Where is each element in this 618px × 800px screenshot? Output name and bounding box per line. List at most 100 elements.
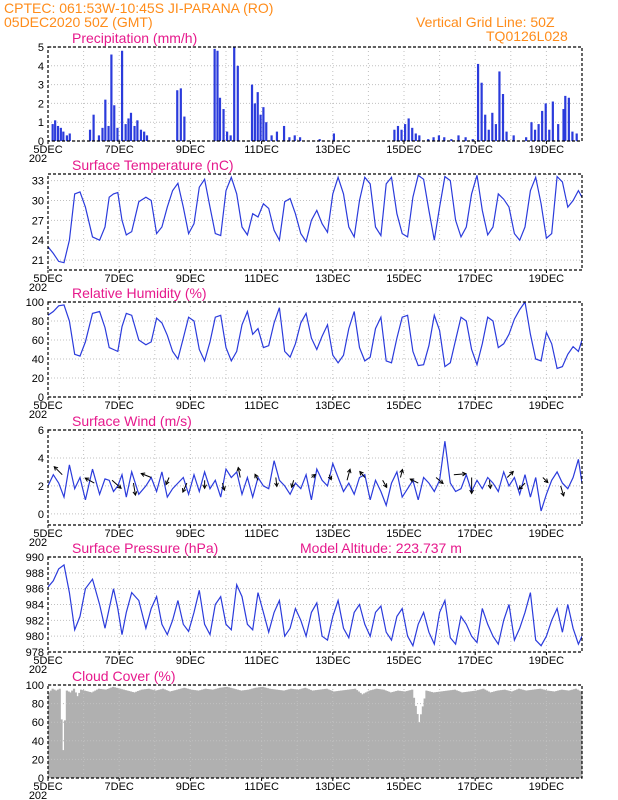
rh-series-line xyxy=(48,302,582,370)
x-tick-label: 15DEC xyxy=(386,144,422,156)
press-series-line xyxy=(48,563,582,648)
cloud-bar xyxy=(147,688,150,778)
wind-arrow xyxy=(435,477,444,485)
cloud-bar xyxy=(297,689,300,778)
cloud-bar xyxy=(154,690,157,778)
cloud-bar xyxy=(169,691,172,778)
x-tick-label: 9DEC xyxy=(176,273,205,285)
cloud-bar xyxy=(526,690,529,778)
cloud-bar xyxy=(104,689,108,778)
cloud-bar xyxy=(160,689,163,778)
cloud-bar xyxy=(503,689,506,778)
cloud-bar xyxy=(96,689,99,778)
panel-title-precip: Precipitation (mm/h) xyxy=(72,30,197,46)
cloud-bar xyxy=(464,691,467,778)
precip-bar xyxy=(427,139,430,141)
cloud-bar xyxy=(377,688,380,778)
cloud-bar xyxy=(541,689,544,778)
cloud-bar xyxy=(448,690,451,778)
cloud-bar xyxy=(129,691,133,778)
x-tick-label: 5DEC xyxy=(33,144,62,156)
cloud-bar xyxy=(245,689,248,778)
cloud-bar xyxy=(249,689,252,778)
cloud-bar xyxy=(361,694,364,778)
cloud-bar xyxy=(443,691,446,778)
precip-bar xyxy=(107,125,110,141)
wind-arrow xyxy=(165,477,170,486)
cloud-bar xyxy=(142,689,145,778)
cloud-bar xyxy=(64,720,67,778)
x-tick-label: 19DEC xyxy=(529,528,565,540)
cloud-bar xyxy=(274,689,277,778)
cloud-bar xyxy=(558,690,562,778)
x-tick-label: 19DEC xyxy=(529,144,565,156)
cloud-bar xyxy=(430,691,433,778)
cloud-bar xyxy=(371,689,375,778)
cloud-bar xyxy=(282,690,286,778)
cloud-bar xyxy=(382,689,385,778)
x-tick-label: 17DEC xyxy=(457,655,493,667)
y-tick-label: 982 xyxy=(26,615,44,627)
cloud-bar xyxy=(485,690,489,778)
wind-arrow xyxy=(346,468,352,481)
cloud-bar xyxy=(94,690,97,778)
cloud-bar xyxy=(421,706,424,778)
cloud-bar xyxy=(525,690,528,778)
cloud-bar xyxy=(226,686,229,778)
cloud-bar xyxy=(359,692,362,778)
wind-arrow xyxy=(542,477,549,484)
panel-press: 978 980 982 984 986 988 990 5DEC 7DEC 9DEC 11DEC 13… xyxy=(26,540,583,676)
cloud-bar xyxy=(49,690,52,778)
cloud-bar xyxy=(55,690,58,778)
cloud-bar xyxy=(396,690,400,778)
cloud-bar xyxy=(551,691,554,778)
cloud-bar xyxy=(81,690,84,778)
cloud-bar xyxy=(254,687,257,778)
cloud-bar xyxy=(357,691,360,778)
cloud-bar xyxy=(391,691,394,778)
precip-bar xyxy=(318,139,321,141)
y-tick-label: 21 xyxy=(32,255,44,267)
x-tick-label: 15DEC xyxy=(386,528,422,540)
cloud-bar xyxy=(138,690,141,778)
cloud-bar xyxy=(489,692,492,778)
cloud-bar xyxy=(517,688,521,778)
cloud-bar xyxy=(291,688,295,778)
y-tick-label: 0 xyxy=(38,773,44,785)
header: CPTEC: 061:53W-10:45S JI-PARANA (RO) 05D… xyxy=(4,0,568,44)
cloud-bar xyxy=(452,689,455,778)
cloud-bar xyxy=(354,688,357,778)
wind-arrow xyxy=(53,465,63,476)
y-tick-label: 986 xyxy=(26,584,44,596)
precip-bar xyxy=(533,129,537,141)
precip-bar xyxy=(113,105,116,141)
cloud-bar xyxy=(325,688,328,778)
precip-bar xyxy=(275,131,279,141)
cloud-bar xyxy=(507,690,510,778)
cloud-bar xyxy=(252,688,255,778)
precip-bar xyxy=(233,47,236,141)
cloud-bar xyxy=(110,687,113,778)
cloud-bar xyxy=(493,691,496,778)
precip-bar xyxy=(575,133,578,141)
cloud-bar xyxy=(471,691,474,778)
precip-bar xyxy=(136,120,139,141)
cloud-bar xyxy=(284,690,287,778)
x-tick-label: 7DEC xyxy=(105,144,134,156)
precip-bar xyxy=(97,135,101,141)
wind-arrow xyxy=(506,470,514,478)
precip-bar xyxy=(396,125,400,141)
cloud-bar xyxy=(564,690,567,778)
precip-bar xyxy=(265,122,268,141)
cloud-bar xyxy=(71,690,74,778)
y-tick-label: 60 xyxy=(32,717,44,729)
cloud-bar xyxy=(459,691,462,778)
wind-arrow xyxy=(202,480,207,490)
cloud-bar xyxy=(215,688,218,778)
cloud-bar xyxy=(373,689,376,778)
cloud-bar xyxy=(87,691,90,778)
precip-bar xyxy=(51,124,54,141)
x-tick-label: 9DEC xyxy=(176,144,205,156)
cloud-bar xyxy=(352,688,355,778)
cloud-bar xyxy=(569,690,572,778)
